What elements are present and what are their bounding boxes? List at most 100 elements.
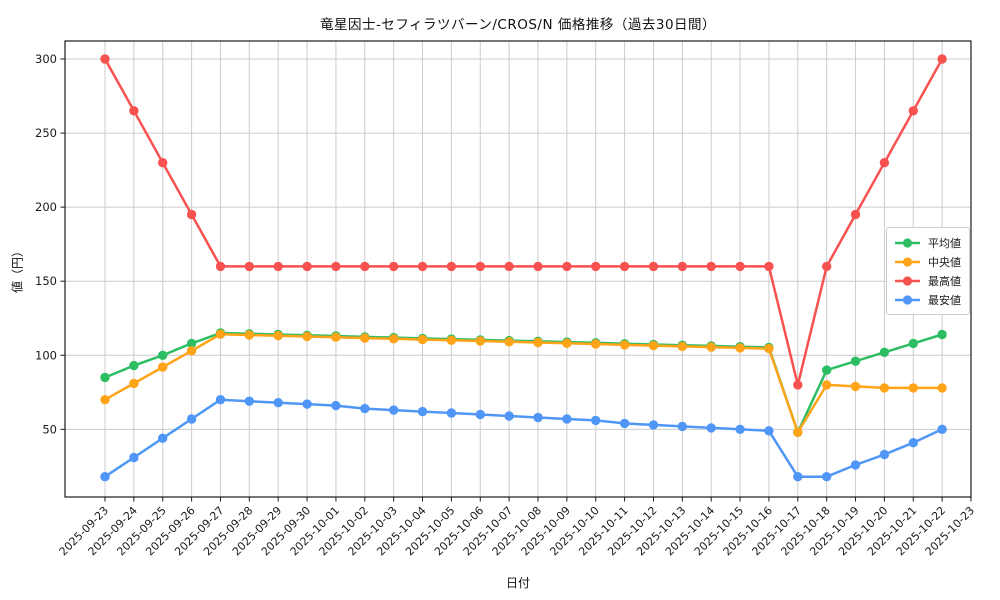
x-axis-title: 日付	[505, 576, 530, 590]
data-point-平均値	[908, 338, 918, 349]
data-point-最安値	[879, 449, 890, 460]
data-point-平均値	[879, 347, 890, 357]
data-point-最高値	[533, 261, 543, 272]
data-point-最安値	[850, 460, 861, 470]
data-point-最安値	[389, 405, 399, 415]
data-point-最高値	[417, 261, 428, 272]
data-point-最高値	[100, 54, 110, 64]
chart-title: 竜星因士-セフィラツバーン/CROS/N 価格推移（過去30日間）	[319, 17, 717, 33]
data-point-最安値	[619, 418, 630, 429]
y-tick-label: 300	[35, 52, 57, 66]
data-point-中央値	[706, 342, 716, 352]
data-point-中央値	[793, 427, 803, 437]
data-point-最高値	[475, 261, 485, 272]
data-point-最安値	[648, 420, 659, 430]
data-point-中央値	[591, 339, 601, 349]
legend-item-median: 中央値	[894, 252, 961, 271]
legend-label-min: 最安値	[928, 293, 961, 307]
data-point-最安値	[129, 452, 139, 463]
data-point-最高値	[648, 261, 659, 272]
plot-border	[64, 40, 972, 498]
data-point-最高値	[158, 158, 168, 168]
data-point-最安値	[446, 408, 457, 418]
data-point-最安値	[764, 426, 774, 436]
data-point-中央値	[937, 383, 947, 393]
data-point-最高値	[793, 380, 803, 390]
data-point-最安値	[533, 412, 543, 423]
data-point-最安値	[793, 472, 803, 482]
data-point-最高値	[446, 261, 457, 272]
y-axis-title: 値（円）	[10, 245, 25, 294]
data-point-中央値	[504, 337, 514, 347]
data-point-最安値	[360, 403, 370, 414]
data-point-中央値	[129, 378, 139, 389]
data-point-中央値	[475, 336, 485, 346]
data-point-中央値	[850, 381, 861, 392]
data-point-中央値	[879, 383, 890, 393]
y-tick-label: 250	[35, 126, 57, 140]
data-point-中央値	[331, 332, 341, 342]
data-point-最高値	[706, 261, 716, 272]
data-point-中央値	[389, 334, 399, 344]
legend-label-max: 最高値	[928, 274, 961, 288]
data-point-最高値	[591, 261, 601, 272]
data-point-最安値	[677, 421, 687, 432]
data-point-最高値	[331, 261, 341, 272]
data-point-最高値	[504, 261, 514, 272]
data-point-中央値	[677, 341, 687, 352]
data-point-中央値	[100, 395, 110, 405]
data-point-中央値	[764, 343, 774, 354]
y-tick-label: 200	[35, 200, 57, 214]
series-line-中央値	[103, 332, 944, 434]
data-point-最高値	[389, 261, 399, 272]
data-point-中央値	[619, 340, 630, 350]
data-point-最安値	[937, 424, 947, 434]
data-point-最安値	[302, 399, 312, 409]
legend: 平均値 中央値 最高値 最安値	[886, 227, 970, 315]
data-point-最安値	[908, 438, 918, 448]
data-point-最安値	[504, 411, 514, 421]
data-point-中央値	[908, 383, 918, 393]
data-point-最安値	[158, 433, 168, 443]
data-point-最高値	[215, 261, 226, 272]
legend-item-average: 平均値	[894, 233, 961, 252]
data-point-最高値	[908, 106, 918, 116]
data-point-最高値	[360, 261, 370, 272]
data-point-中央値	[648, 340, 659, 351]
data-point-最安値	[244, 396, 254, 406]
data-point-最高値	[562, 261, 572, 272]
data-point-最高値	[186, 209, 197, 220]
data-point-平均値	[850, 356, 861, 366]
legend-label-median: 中央値	[928, 255, 961, 269]
data-point-平均値	[822, 365, 832, 375]
data-point-最安値	[215, 395, 226, 405]
y-tick-label: 150	[35, 274, 57, 288]
data-point-中央値	[302, 331, 312, 342]
median-line-icon	[895, 256, 920, 267]
data-point-中央値	[360, 333, 370, 343]
data-point-中央値	[215, 329, 226, 339]
y-tick-label: 100	[35, 348, 57, 362]
data-point-最安値	[417, 406, 428, 417]
data-point-最安値	[186, 414, 197, 424]
data-point-最高値	[129, 106, 139, 116]
data-point-平均値	[129, 360, 139, 371]
data-point-最高値	[302, 261, 312, 272]
data-point-中央値	[186, 346, 197, 356]
data-point-最安値	[562, 414, 572, 424]
data-point-最安値	[273, 398, 283, 408]
data-point-最高値	[677, 261, 687, 272]
data-point-最高値	[244, 261, 254, 272]
data-point-最高値	[822, 261, 832, 272]
data-point-最安値	[822, 472, 832, 482]
max-line-icon	[895, 275, 920, 286]
data-point-中央値	[822, 380, 832, 390]
series-line-最安値	[103, 398, 944, 478]
data-point-最高値	[937, 54, 947, 64]
data-point-最安値	[706, 423, 716, 433]
data-point-中央値	[244, 330, 254, 340]
data-point-最高値	[619, 261, 630, 272]
data-point-平均値	[100, 372, 110, 383]
